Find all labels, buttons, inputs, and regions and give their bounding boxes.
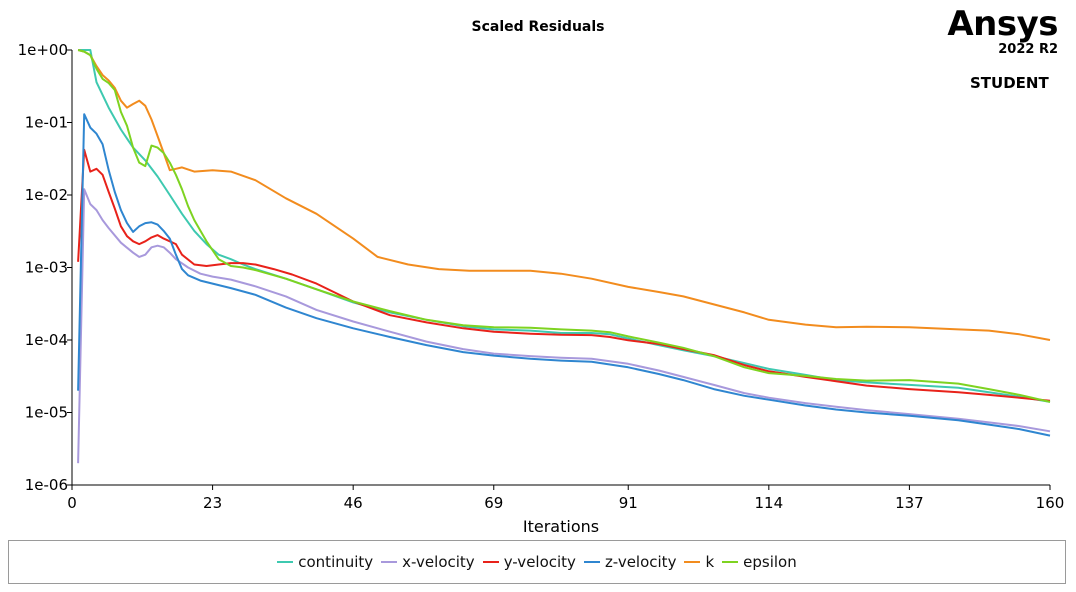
legend-label: y-velocity [503,553,576,571]
x-tick-label: 69 [484,494,503,512]
x-tick-label: 23 [203,494,222,512]
legend-label: k [705,553,715,571]
legend-swatch [722,561,739,563]
x-axis-label: Iterations [523,517,599,536]
y-tick-label: 1e-04 [25,331,68,349]
legend-item-x-velocity: x-velocity [381,553,475,571]
legend-item-continuity: continuity [277,553,373,571]
legend-label: x-velocity [402,553,475,571]
legend-swatch [684,561,701,563]
series-line-continuity [78,49,1051,403]
x-tick-label: 160 [1036,494,1065,512]
series-line-x-velocity [77,188,1051,464]
y-tick-label: 1e-01 [25,114,68,132]
residuals-chart: Scaled Residuals 1e-061e-051e-041e-031e-… [18,19,1065,536]
x-ticks: 0 23 46 69 91 114 137 160 [67,485,1064,512]
brand-version: 2022 R2 [998,42,1058,57]
legend-items: continuity x-velocity y-velocity z-velocity… [9,541,1065,583]
x-tick-label: 114 [755,494,784,512]
plot-area [77,49,1051,464]
y-ticks: 1e-06 1e-05 1e-04 1e-03 1e-02 1e-01 1e+00 [18,41,72,494]
y-tick-label: 1e-05 [25,404,68,422]
series-line-epsilon [77,49,1051,403]
chart-legend: continuity x-velocity y-velocity z-velocity… [8,540,1066,584]
legend-item-k: k [684,553,714,571]
x-tick-label: 137 [895,494,924,512]
y-tick-label: 1e+00 [18,41,68,59]
legend-swatch [381,561,398,563]
series-line-y-velocity [77,148,1051,402]
legend-label: epsilon [743,553,797,571]
legend-item-y-velocity: y-velocity [482,553,576,571]
legend-item-epsilon: epsilon [722,553,797,571]
legend-swatch [277,561,294,563]
y-tick-label: 1e-02 [25,186,68,204]
legend-label: continuity [298,553,374,571]
legend-swatch [583,561,600,563]
series-line-z-velocity [77,113,1051,437]
x-tick-label: 0 [67,494,77,512]
series-line-k [77,49,1051,341]
x-tick-label: 91 [619,494,638,512]
brand-edition: STUDENT [970,74,1049,92]
y-tick-label: 1e-03 [25,259,68,277]
axes [71,50,1050,486]
chart-title: Scaled Residuals [472,19,605,35]
ansys-logo: Ansys 2022 R2 [947,6,1058,58]
legend-swatch [482,561,499,563]
legend-item-z-velocity: z-velocity [583,553,677,571]
legend-label: z-velocity [604,553,677,571]
x-tick-label: 46 [344,494,363,512]
y-tick-label: 1e-06 [25,476,68,494]
brand-name: Ansys [947,4,1058,44]
